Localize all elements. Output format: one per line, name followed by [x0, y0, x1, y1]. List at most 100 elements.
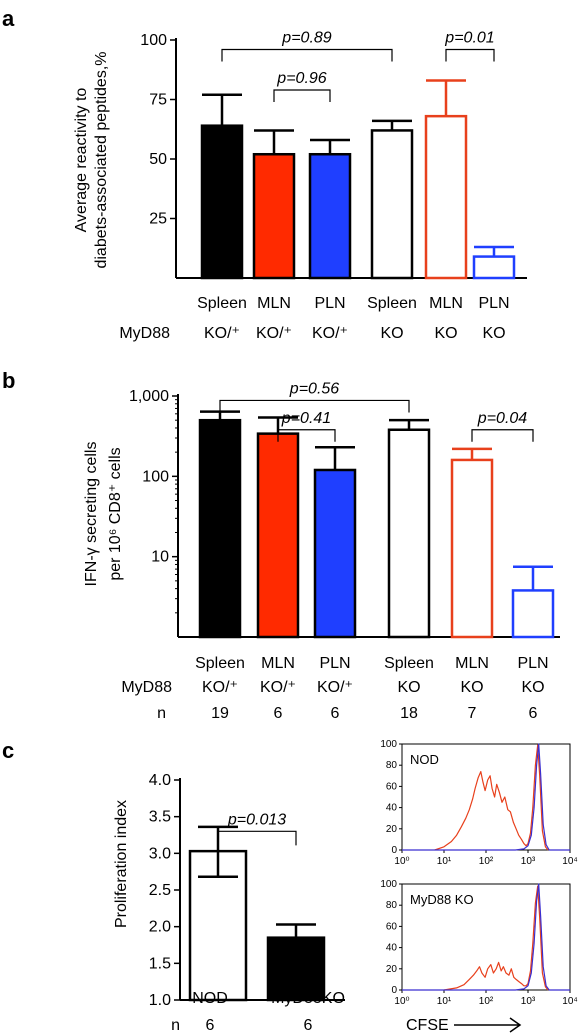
panel-c-comparison-bracket — [217, 830, 297, 846]
panel-b-ytick-label: 1,000 — [129, 388, 169, 405]
panel-b-genotype-label: KO — [521, 679, 544, 696]
panel-b-genotype-label: KO — [397, 679, 420, 696]
histogram-myd88ko-xtick-label: 10⁰ — [394, 996, 409, 1007]
panel-a-category-label: PLN — [314, 295, 345, 312]
histogram-nod: 0 20 40 60 80 100 10⁰ 10¹ 10² 10³ 10⁴ NOD — [380, 739, 577, 867]
panel-a-bar-chart: Average reactivity to diabets-associated… — [73, 30, 527, 342]
panel-b-genotype-label: KO/⁺ — [317, 679, 353, 696]
panel-letter-b: b — [2, 368, 15, 393]
panel-a-category-label: MLN — [429, 295, 463, 312]
histogram-nod-ytick-label: 60 — [386, 781, 398, 792]
panel-b-genotype-label: KO — [460, 679, 483, 696]
panel-b-n-value: 6 — [274, 705, 283, 722]
panel-a-genotype-label: KO/⁺ — [312, 325, 348, 342]
panel-a-category-label: Spleen — [367, 295, 417, 312]
histogram-myd88ko-ytick-label: 0 — [391, 985, 397, 996]
panel-a-genotype-label: KO — [482, 325, 505, 342]
histogram-nod-ytick-label: 100 — [380, 739, 397, 750]
panel-a-comparison-bracket — [445, 48, 495, 62]
panel-c-ytick-label: 2.5 — [149, 882, 171, 899]
histogram-myd88ko-xlabel: CFSE — [406, 1017, 449, 1034]
panel-a-ytick-label: 50 — [149, 151, 167, 168]
panel-c-ytick-label: 2.0 — [149, 919, 171, 936]
panel-b-bar — [313, 468, 357, 639]
histogram-myd88ko-series-line — [443, 885, 549, 991]
panel-b-genotype-label: KO/⁺ — [260, 679, 296, 696]
panel-c-ytick-label: 3.5 — [149, 809, 171, 826]
panel-b-n-value: 7 — [468, 705, 477, 722]
panel-b-category-label: PLN — [319, 655, 350, 672]
panel-b-ytick-label: 10 — [151, 549, 169, 566]
panel-c-bar-chart: Proliferation index 1.0 1.5 2.0 2.5 3.0 3.5 4.… — [113, 772, 345, 1034]
panel-a-category-label: MLN — [257, 295, 291, 312]
histogram-myd88ko-ytick-label: 40 — [386, 943, 398, 954]
panel-b-category-label: MLN — [261, 655, 295, 672]
histogram-nod-ytick-label: 20 — [386, 824, 398, 835]
panel-b-category-label: MLN — [455, 655, 489, 672]
histogram-myd88ko-xtick-label: 10² — [479, 996, 494, 1007]
panel-b-n-value: 6 — [529, 705, 538, 722]
panel-b-bar — [198, 418, 242, 639]
panel-a-ylabel-line1: Average reactivity to — [73, 88, 90, 233]
histogram-myd88ko-ytick-label: 100 — [380, 879, 397, 890]
panel-c-bar — [266, 936, 326, 1002]
panel-b-category-label: PLN — [517, 655, 548, 672]
histogram-myd88ko: 0 20 40 60 80 100 10⁰ 10¹ 10² 10³ 10⁴ MyD88 KO CFSE — [380, 879, 577, 1034]
panel-c-ytick-label: 3.0 — [149, 845, 171, 862]
histogram-myd88ko-ytick-label: 60 — [386, 921, 398, 932]
panel-a-genotype-label: KO/⁺ — [256, 325, 292, 342]
panel-letter-c: c — [2, 738, 14, 763]
panel-b-p-value: p=0.56 — [289, 380, 339, 397]
histogram-myd88ko-xtick-label: 10³ — [521, 996, 536, 1007]
panel-b-p-value: p=0.41 — [281, 410, 331, 427]
histogram-nod-xtick-label: 10¹ — [437, 856, 452, 867]
histogram-myd88ko-label: MyD88 KO — [410, 892, 474, 907]
panel-b-n-value: 19 — [211, 705, 229, 722]
panel-a-ytick-label: 100 — [140, 32, 167, 49]
panel-b-comparison-bracket — [471, 429, 534, 442]
panel-c-n-value: 6 — [304, 1017, 313, 1034]
histogram-nod-xtick-label: 10³ — [521, 856, 536, 867]
histogram-nod-ytick-label: 0 — [391, 845, 397, 856]
panel-c-ytick-label: 1.0 — [149, 992, 171, 1009]
panel-c-category-label: MyD88KO — [271, 990, 345, 1007]
panel-a-bar — [424, 114, 468, 280]
panel-b-ytick-label: 100 — [142, 468, 169, 485]
panel-c-ytick-label: 1.5 — [149, 955, 171, 972]
panel-b-bar-chart: IFN-γ secreting cells per 10⁶ CD8⁺ cells… — [83, 380, 560, 722]
histogram-nod-series-line — [402, 743, 570, 851]
histogram-nod-ytick-label: 80 — [386, 760, 398, 771]
histogram-myd88ko-series-line — [402, 883, 570, 991]
panel-a-bar — [370, 129, 414, 280]
panel-b-genotype-row-label: MyD88 — [121, 679, 172, 696]
panel-a-genotype-label: KO — [434, 325, 457, 342]
panel-b-category-label: Spleen — [384, 655, 434, 672]
panel-a-genotype-label: KO/⁺ — [204, 325, 240, 342]
panel-b-genotype-label: KO/⁺ — [202, 679, 238, 696]
histogram-myd88ko-xtick-label: 10¹ — [437, 996, 452, 1007]
panel-a-genotype-row-label: MyD88 — [119, 325, 170, 342]
panel-c-n-value: 6 — [206, 1017, 215, 1034]
histogram-myd88ko-xlabel-arrow — [454, 1017, 522, 1033]
panel-b-bar — [256, 432, 300, 639]
panel-c-n-row-label: n — [171, 1017, 180, 1034]
panel-a-ytick-label: 75 — [149, 92, 167, 109]
panel-a-comparison-bracket — [273, 89, 331, 102]
panel-c-ylabel: Proliferation index — [113, 800, 130, 928]
histogram-nod-series-line — [434, 744, 549, 851]
panel-b-p-value: p=0.04 — [477, 410, 527, 427]
panel-b-comparison-bracket — [219, 399, 410, 413]
panel-b-n-value: 6 — [331, 705, 340, 722]
panel-a-bar — [472, 255, 516, 280]
panel-c-category-label: NOD — [192, 990, 228, 1007]
panel-a-genotype-label: KO — [380, 325, 403, 342]
panel-a-category-label: Spleen — [197, 295, 247, 312]
panel-a-ytick-label: 25 — [149, 211, 167, 228]
panel-a-bar — [252, 152, 296, 280]
histogram-myd88ko-ytick-label: 80 — [386, 900, 398, 911]
histogram-myd88ko-ytick-label: 20 — [386, 964, 398, 975]
panel-b-bar — [387, 428, 431, 639]
panel-b-ylabel-line2: per 10⁶ CD8⁺ cells — [107, 447, 124, 580]
histogram-nod-xtick-label: 10⁰ — [394, 856, 409, 867]
